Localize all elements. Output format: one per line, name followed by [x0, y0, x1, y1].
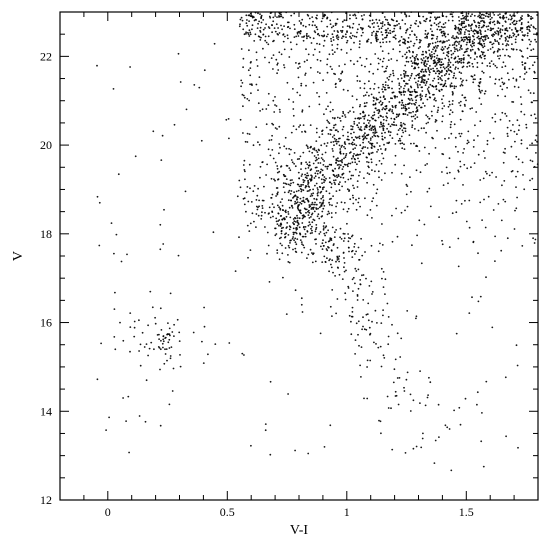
x-tick-label: 1 [344, 505, 350, 519]
x-axis-label: V-I [290, 523, 308, 538]
y-tick-label: 16 [40, 316, 52, 330]
y-tick-label: 14 [40, 404, 52, 418]
y-tick-label: 18 [40, 227, 52, 241]
cmd-svg: 0 0.5 1 1.5 12 14 16 18 20 22 V-I V [0, 0, 550, 544]
x-tick-label: 0.5 [220, 505, 235, 519]
x-tick-label: 1.5 [459, 505, 474, 519]
y-tick-label: 12 [40, 493, 52, 507]
y-tick-label: 20 [40, 138, 52, 152]
y-axis-label: V [11, 251, 26, 261]
y-tick-label: 22 [40, 49, 52, 63]
x-tick-label: 0 [105, 505, 111, 519]
cmd-figure: { "chart": { "type": "scatter", "width_p… [0, 0, 550, 544]
